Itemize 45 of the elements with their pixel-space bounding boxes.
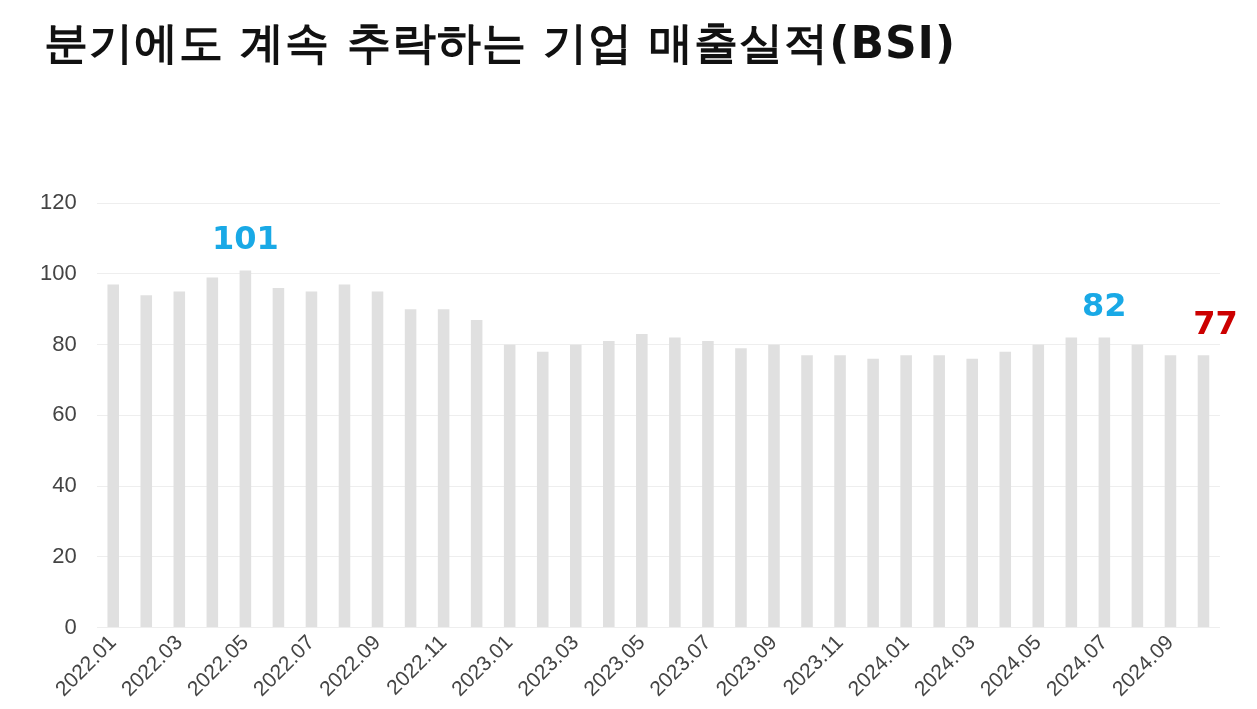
bar (867, 358, 879, 628)
bar (603, 341, 615, 628)
bar (272, 288, 285, 628)
bar (536, 351, 549, 628)
bar (338, 284, 351, 628)
bar (636, 334, 648, 628)
bar (1098, 337, 1111, 628)
bar (834, 355, 846, 628)
bar (900, 355, 912, 628)
data-label: 77 (1193, 303, 1238, 342)
bar (702, 341, 714, 628)
bar (470, 319, 483, 628)
bar (503, 344, 516, 628)
y-tick-label: 120 (39, 189, 77, 215)
bar (801, 355, 813, 628)
bar (669, 337, 681, 628)
bar (735, 348, 747, 628)
bar (933, 355, 945, 628)
bar (569, 344, 582, 628)
bar (140, 295, 153, 628)
bar (1197, 355, 1210, 628)
bar (768, 344, 780, 628)
bar (999, 351, 1012, 628)
y-tick-label: 80 (52, 330, 77, 356)
y-tick-label: 60 (52, 401, 77, 427)
y-tick-label: 40 (52, 472, 77, 498)
bar (1164, 355, 1177, 628)
bar (404, 309, 417, 628)
bar (107, 284, 120, 628)
data-label: 101 (211, 218, 279, 257)
bar (206, 277, 219, 628)
bar (371, 291, 384, 628)
bar (173, 291, 186, 628)
bar (305, 291, 318, 628)
chart-title: 분기에도 계속 추락하는 기업 매출실적(BSI) (44, 16, 957, 70)
y-tick-label: 100 (39, 259, 77, 285)
y-tick-label: 20 (52, 542, 77, 568)
y-tick-label: 0 (64, 613, 77, 639)
bar (437, 309, 450, 628)
bar (1065, 337, 1078, 628)
bar (239, 270, 252, 628)
data-label: 82 (1082, 285, 1127, 324)
bar (1032, 344, 1045, 628)
bar (1131, 344, 1144, 628)
bar (966, 358, 978, 628)
